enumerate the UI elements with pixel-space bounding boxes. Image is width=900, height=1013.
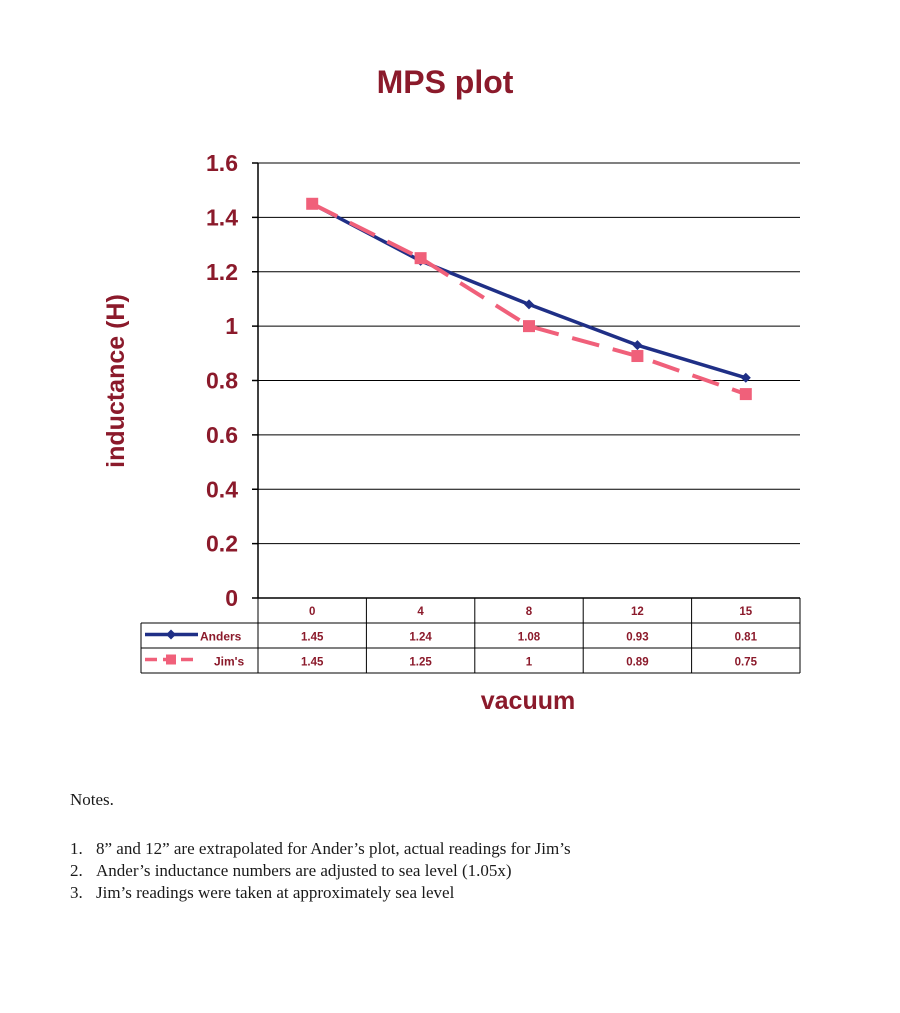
table-value: 1.24 xyxy=(409,632,432,644)
data-point-marker xyxy=(524,299,534,310)
category-label: 0 xyxy=(309,606,315,618)
y-tick-label: 0.4 xyxy=(206,476,238,502)
data-point-marker xyxy=(414,252,427,265)
chart: MPS plot 00.20.40.60.811.21.41.6 inducta… xyxy=(102,64,801,715)
series-line-1 xyxy=(311,201,747,396)
y-tick-label: 0.6 xyxy=(206,422,238,448)
note-number: 3. xyxy=(70,883,83,902)
series-lines xyxy=(306,197,752,401)
category-label: 8 xyxy=(526,606,533,618)
note-text: Jim’s readings were taken at approximate… xyxy=(96,883,455,902)
data-point-marker xyxy=(739,388,752,401)
legend-marker xyxy=(166,654,176,665)
table-value: 0.89 xyxy=(626,657,648,669)
table-value: 0.75 xyxy=(735,657,758,669)
table-value: 1.08 xyxy=(518,632,541,644)
legend-label: Anders xyxy=(200,630,242,644)
note-number: 1. xyxy=(70,839,83,858)
y-axis-label: inductance (H) xyxy=(102,294,130,468)
y-axis-ticks: 0 0.2 0.4 0.6 0.8 1 1.2 1.4 1.6 xyxy=(206,150,258,611)
y-tick-label: 1.2 xyxy=(206,259,238,285)
note-item: 2. Ander’s inductance numbers are adjuste… xyxy=(70,860,571,882)
category-label: 4 xyxy=(417,606,424,618)
data-point-marker xyxy=(740,372,751,383)
data-point-marker xyxy=(631,350,644,363)
gridlines xyxy=(258,162,800,545)
data-point-marker xyxy=(306,197,319,210)
legend-marker xyxy=(166,629,176,640)
note-text: 8” and 12” are extrapolated for Ander’s … xyxy=(96,839,571,858)
table-value: 1.45 xyxy=(301,632,324,644)
y-tick-label: 0.2 xyxy=(206,531,238,557)
y-tick-label: 1 xyxy=(225,313,238,339)
series-line-0 xyxy=(311,202,747,380)
y-tick-label: 1.4 xyxy=(206,204,238,230)
y-tick-label: 1.6 xyxy=(206,150,238,176)
y-tick-label: 0.8 xyxy=(206,368,238,394)
chart-title: MPS plot xyxy=(377,64,514,100)
y-tick-label: 0 xyxy=(225,585,238,611)
category-label: 12 xyxy=(631,606,644,618)
note-number: 2. xyxy=(70,861,83,880)
table-value: 1.25 xyxy=(409,657,432,669)
legend-label: Jim's xyxy=(214,655,245,669)
category-label: 15 xyxy=(739,606,752,618)
data-point-marker xyxy=(632,340,643,351)
notes-title: Notes. xyxy=(70,790,114,809)
note-text: Ander’s inductance numbers are adjusted … xyxy=(96,861,512,880)
notes-section: Notes. 1. 8” and 12” are extrapolated for… xyxy=(70,790,571,904)
table-value: 1.45 xyxy=(301,657,324,669)
data-point-marker xyxy=(523,320,535,333)
data-table: 0 4 8 12 15 Anders 1.45 1.24 1.08 0.93 0.81 Jim's 1.… xyxy=(140,597,801,674)
note-item: 3. Jim’s readings were taken at approxima… xyxy=(70,882,571,904)
notes-list: 1. 8” and 12” are extrapolated for Ander’… xyxy=(70,838,571,904)
x-axis-label: vacuum xyxy=(481,687,575,715)
note-item: 1. 8” and 12” are extrapolated for Ander’… xyxy=(70,838,571,860)
table-value: 0.81 xyxy=(735,632,758,644)
table-value: 1 xyxy=(526,657,533,669)
table-value: 0.93 xyxy=(626,632,648,644)
